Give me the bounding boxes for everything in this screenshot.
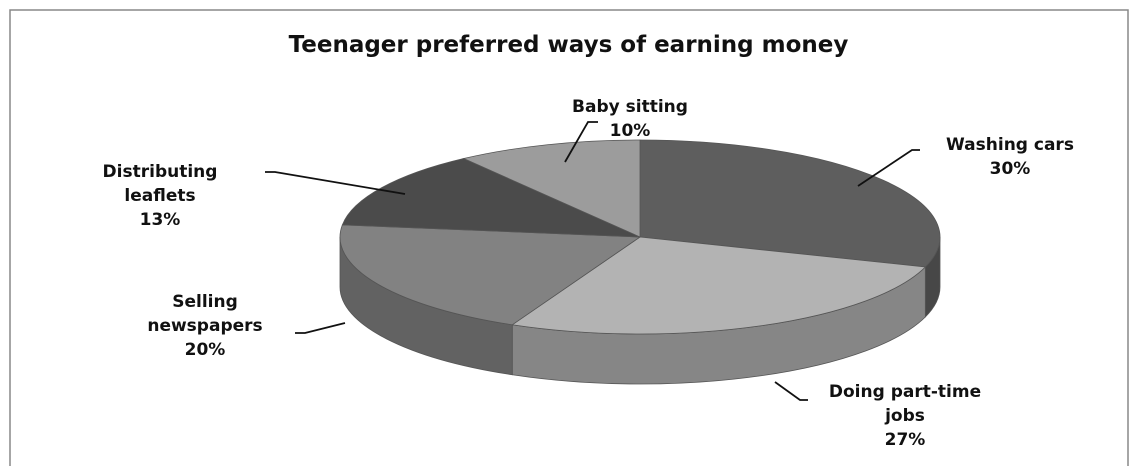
data-label: Distributing leaflets 13% (98, 160, 223, 232)
slice (339, 224, 642, 326)
value-label: 13% (139, 210, 181, 230)
value-label: 20% (184, 340, 226, 360)
value-label: 27% (884, 430, 926, 450)
slice (341, 158, 641, 238)
category-label: Washing cars (946, 135, 1074, 155)
frame (9, 9, 1129, 466)
category-label: Baby sitting (572, 97, 688, 117)
chart-title: Teenager preferred ways of earning money (288, 32, 849, 58)
leader-line (564, 121, 598, 163)
leader-lines (265, 121, 920, 401)
category-label: Selling newspapers (147, 292, 263, 336)
slice (639, 139, 941, 268)
leader-line (265, 171, 406, 195)
data-label: Washing cars 30% (900, 133, 1120, 181)
category-label: Distributing leaflets (102, 162, 218, 206)
slice (462, 139, 641, 238)
category-label: Doing part-time jobs (828, 382, 982, 426)
value-label: 10% (609, 121, 651, 141)
leader-line (295, 322, 346, 334)
data-label: Selling newspapers 20% (145, 290, 265, 362)
value-label: 30% (989, 159, 1031, 179)
data-label: Baby sitting 10% (520, 95, 740, 143)
data-label: Doing part-time jobs 27% (823, 380, 988, 452)
slice (511, 236, 927, 335)
leader-line (857, 149, 920, 187)
leader-line (774, 381, 808, 401)
